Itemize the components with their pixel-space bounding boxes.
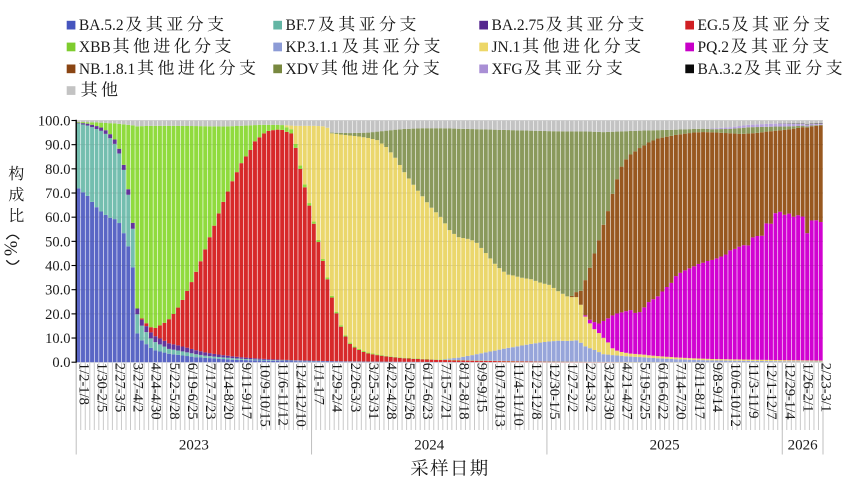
- svg-text:10/7-10/13: 10/7-10/13: [492, 363, 508, 427]
- svg-text:6/16-6/22: 6/16-6/22: [655, 363, 671, 420]
- svg-text:2025: 2025: [650, 438, 680, 454]
- svg-text:2/27-3/5: 2/27-3/5: [111, 363, 127, 412]
- svg-text:KP.3.1.1: KP.3.1.1: [286, 39, 339, 56]
- svg-text:12/1-12/7: 12/1-12/7: [763, 363, 779, 420]
- svg-text:50.0: 50.0: [45, 234, 70, 250]
- svg-text:5/20-5/26: 5/20-5/26: [401, 363, 417, 420]
- svg-text:9/9-9/15: 9/9-9/15: [474, 363, 490, 412]
- svg-text:9/8-9/14: 9/8-9/14: [709, 363, 725, 413]
- svg-text:1/1-1/7: 1/1-1/7: [311, 363, 327, 405]
- svg-text:6/19-6/25: 6/19-6/25: [184, 363, 200, 420]
- svg-text:11/6-11/12: 11/6-11/12: [274, 363, 290, 426]
- svg-text:XDV: XDV: [286, 61, 320, 78]
- svg-text:8/12-8/18: 8/12-8/18: [455, 363, 471, 420]
- svg-text:BA.2.75: BA.2.75: [492, 17, 545, 34]
- svg-text:5/19-5/25: 5/19-5/25: [636, 363, 652, 420]
- svg-text:70.0: 70.0: [45, 186, 70, 202]
- svg-text:BA.3.2: BA.3.2: [698, 61, 743, 78]
- svg-text:1/29-2/4: 1/29-2/4: [329, 363, 345, 413]
- svg-text:%: %: [0, 241, 20, 256]
- svg-text:5/22-5/28: 5/22-5/28: [166, 363, 182, 420]
- svg-text:1/27-2/2: 1/27-2/2: [564, 363, 580, 412]
- svg-text:40.0: 40.0: [45, 259, 70, 275]
- svg-text:8/11-8/17: 8/11-8/17: [691, 363, 707, 419]
- svg-text:2/24-3/2: 2/24-3/2: [582, 363, 598, 412]
- svg-text:10/9-10/15: 10/9-10/15: [256, 363, 272, 427]
- svg-text:2/26-3/3: 2/26-3/3: [347, 363, 363, 412]
- svg-text:3/25-3/31: 3/25-3/31: [365, 363, 381, 420]
- svg-text:12/29-1/4: 12/29-1/4: [781, 363, 797, 420]
- svg-text:12/2-12/8: 12/2-12/8: [528, 363, 544, 420]
- svg-text:100.0: 100.0: [38, 114, 71, 130]
- svg-text:4/22-4/28: 4/22-4/28: [383, 363, 399, 420]
- svg-text:JN.1: JN.1: [492, 39, 521, 56]
- svg-text:1/2-1/8: 1/2-1/8: [75, 363, 91, 405]
- svg-text:9/11-9/17: 9/11-9/17: [238, 363, 254, 419]
- svg-text:BA.5.2: BA.5.2: [79, 17, 124, 34]
- svg-text:7/14-7/20: 7/14-7/20: [673, 363, 689, 420]
- svg-text:2026: 2026: [788, 438, 819, 454]
- svg-text:80.0: 80.0: [45, 162, 70, 178]
- svg-text:11/3-11/9: 11/3-11/9: [745, 363, 761, 419]
- svg-text:4/21-4/27: 4/21-4/27: [618, 363, 634, 420]
- svg-text:10.0: 10.0: [45, 331, 70, 347]
- svg-text:1/26-2/1: 1/26-2/1: [799, 363, 815, 412]
- svg-text:20.0: 20.0: [45, 307, 70, 323]
- svg-text:1/30-2/5: 1/30-2/5: [93, 363, 109, 412]
- svg-text:11/4-11/10: 11/4-11/10: [510, 363, 526, 426]
- svg-text:3/24-3/30: 3/24-3/30: [600, 363, 616, 420]
- svg-text:3/27-4/2: 3/27-4/2: [130, 363, 146, 412]
- svg-text:BF.7: BF.7: [286, 17, 316, 34]
- svg-text:2024: 2024: [414, 438, 445, 454]
- svg-text:30.0: 30.0: [45, 283, 70, 299]
- svg-text:0.0: 0.0: [52, 355, 70, 371]
- svg-text:90.0: 90.0: [45, 138, 70, 154]
- svg-text:2/23-3/1: 2/23-3/1: [818, 363, 834, 412]
- svg-text:XFG: XFG: [492, 61, 523, 78]
- svg-text:10/6-10/12: 10/6-10/12: [727, 363, 743, 427]
- svg-text:XBB: XBB: [79, 39, 111, 56]
- svg-text:12/30-1/5: 12/30-1/5: [546, 363, 562, 420]
- svg-text:6/17-6/23: 6/17-6/23: [419, 363, 435, 420]
- svg-text:PQ.2: PQ.2: [698, 39, 729, 56]
- svg-text:4/24-4/30: 4/24-4/30: [148, 363, 164, 420]
- svg-text:60.0: 60.0: [45, 210, 70, 226]
- svg-text:7/17-7/23: 7/17-7/23: [202, 363, 218, 420]
- svg-text:NB.1.8.1: NB.1.8.1: [79, 61, 135, 78]
- svg-text:2023: 2023: [179, 438, 209, 454]
- svg-text:12/4-12/10: 12/4-12/10: [293, 363, 309, 427]
- svg-text:EG.5: EG.5: [698, 17, 731, 34]
- svg-text:8/14-8/20: 8/14-8/20: [220, 363, 236, 420]
- svg-text:7/15-7/21: 7/15-7/21: [437, 363, 453, 420]
